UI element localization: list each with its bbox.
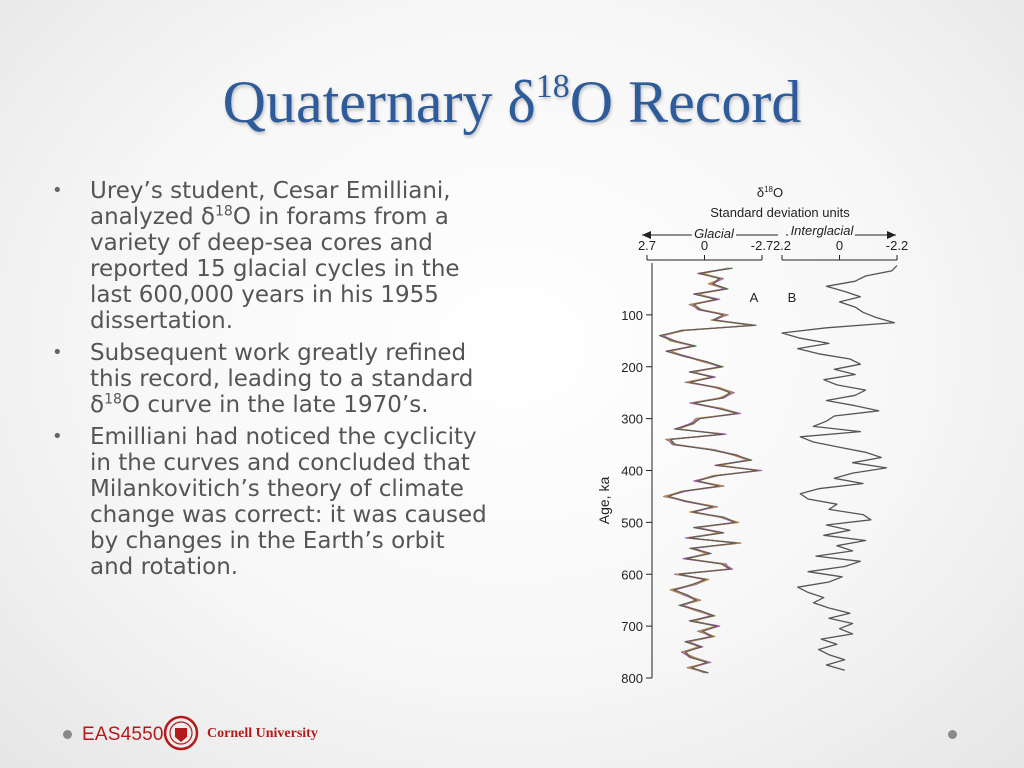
y-tick-label: 700: [621, 619, 643, 634]
cornell-seal-icon: [163, 715, 199, 751]
title-superscript: 18: [535, 68, 570, 105]
interglacial-label: Interglacial: [791, 223, 855, 238]
chart-title: δ18O: [757, 185, 783, 200]
series-line: [659, 267, 759, 674]
glacial-label: Glacial: [694, 226, 735, 241]
bullet-list: • Urey’s student, Cesar Emilliani, analyz…: [52, 178, 492, 586]
y-tick-label: 500: [621, 515, 643, 530]
x-tick-label: 0: [701, 238, 708, 253]
series-line: [781, 265, 898, 671]
left-arrow-icon: [642, 231, 651, 239]
bullet-dot-icon: •: [52, 426, 63, 447]
y-tick-label: 200: [621, 360, 643, 375]
bullet-item: • Urey’s student, Cesar Emilliani, analyz…: [52, 178, 460, 334]
bullet-dot-icon: •: [52, 342, 63, 363]
x-tick-label: 2.7: [638, 238, 656, 253]
right-arrow-icon: [887, 231, 896, 239]
y-tick-label: 100: [621, 308, 643, 323]
course-code: EAS4550: [82, 724, 164, 745]
d18o-chart: δ18O Standard deviation units Glacial In…: [596, 185, 908, 686]
y-tick-label: 300: [621, 412, 643, 427]
footer: EAS4550 Cornell University: [0, 710, 1024, 760]
x-tick-label: -2.7: [751, 238, 773, 253]
y-tick-label: 400: [621, 464, 643, 479]
university-name: Cornell University: [207, 726, 318, 741]
bullet-dot-icon: •: [52, 180, 63, 201]
y-axis-label: Age, ka: [596, 477, 612, 525]
y-tick-label: 800: [621, 671, 643, 686]
bullet-item: • Emilliani had noticed the cyclicity in …: [52, 424, 487, 580]
title-rest: O Record: [569, 69, 802, 135]
panel-label: B: [788, 290, 797, 305]
slide-title: Quaternary δ18O Record: [0, 68, 1024, 137]
footer-right-dot-icon: [948, 730, 957, 739]
chart-subtitle: Standard deviation units: [710, 205, 850, 220]
x-tick-label: 0: [836, 238, 843, 253]
x-tick-label: 2.2: [773, 238, 791, 253]
y-tick-label: 600: [621, 567, 643, 582]
panel-label: A: [750, 290, 759, 305]
x-tick-label: -2.2: [886, 238, 908, 253]
footer-left-dot-icon: [63, 730, 72, 739]
bullet-item: • Subsequent work greatly refined this re…: [52, 340, 474, 418]
title-main: Quaternary δ: [222, 69, 536, 135]
